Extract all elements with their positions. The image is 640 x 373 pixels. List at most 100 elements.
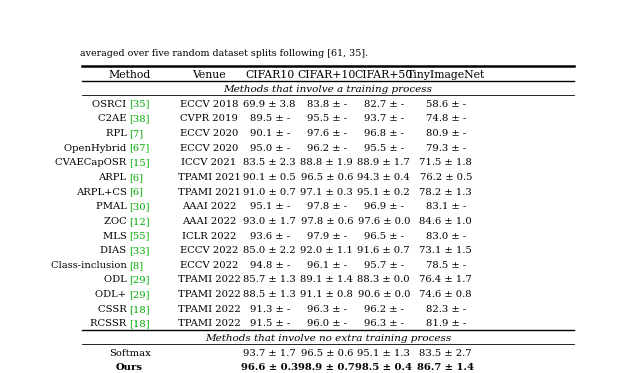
Text: TPAMI 2021: TPAMI 2021 (177, 173, 241, 182)
Text: Class-inclusion: Class-inclusion (51, 261, 129, 270)
Text: 83.5 ± 2.3: 83.5 ± 2.3 (243, 158, 296, 167)
Text: [12]: [12] (129, 217, 150, 226)
Text: 85.7 ± 1.3: 85.7 ± 1.3 (243, 276, 296, 285)
Text: CIFAR10: CIFAR10 (245, 70, 294, 80)
Text: 96.8 ± -: 96.8 ± - (364, 129, 404, 138)
Text: CVPR 2019: CVPR 2019 (180, 115, 238, 123)
Text: [6]: [6] (129, 188, 143, 197)
Text: Venue: Venue (192, 70, 226, 80)
Text: averaged over five random dataset splits following [61, 35].: averaged over five random dataset splits… (80, 49, 368, 58)
Text: 74.6 ± 0.8: 74.6 ± 0.8 (419, 290, 472, 299)
Text: 96.1 ± -: 96.1 ± - (307, 261, 347, 270)
Text: [38]: [38] (129, 115, 150, 123)
Text: 94.3 ± 0.4: 94.3 ± 0.4 (357, 173, 410, 182)
Text: 76.2 ± 0.5: 76.2 ± 0.5 (420, 173, 472, 182)
Text: ARPL+CS: ARPL+CS (76, 188, 129, 197)
Text: Ours: Ours (116, 363, 143, 372)
Text: CIFAR+50: CIFAR+50 (355, 70, 413, 80)
Text: ECCV 2020: ECCV 2020 (180, 144, 238, 153)
Text: CVAECapOSR: CVAECapOSR (55, 158, 129, 167)
Text: 74.8 ± -: 74.8 ± - (426, 115, 466, 123)
Text: 73.1 ± 1.5: 73.1 ± 1.5 (419, 246, 472, 255)
Text: 96.9 ± -: 96.9 ± - (364, 202, 404, 211)
Text: 88.9 ± 1.7: 88.9 ± 1.7 (357, 158, 410, 167)
Text: 95.1 ± -: 95.1 ± - (250, 202, 290, 211)
Text: 89.1 ± 1.4: 89.1 ± 1.4 (300, 276, 353, 285)
Text: 91.0 ± 0.7: 91.0 ± 0.7 (243, 188, 296, 197)
Text: ODL+: ODL+ (95, 290, 129, 299)
Text: RCSSR: RCSSR (90, 319, 129, 329)
Text: [8]: [8] (129, 261, 144, 270)
Text: 91.5 ± -: 91.5 ± - (250, 319, 290, 329)
Text: [29]: [29] (129, 290, 150, 299)
Text: TinyImageNet: TinyImageNet (406, 70, 485, 80)
Text: OpenHybrid: OpenHybrid (64, 144, 129, 153)
Text: 94.8 ± -: 94.8 ± - (250, 261, 290, 270)
Text: [29]: [29] (129, 276, 150, 285)
Text: 93.0 ± 1.7: 93.0 ± 1.7 (243, 217, 296, 226)
Text: 96.6 ± 0.3: 96.6 ± 0.3 (241, 363, 298, 372)
Text: 96.5 ± 0.6: 96.5 ± 0.6 (301, 349, 353, 358)
Text: ARPL: ARPL (99, 173, 129, 182)
Text: ECCV 2022: ECCV 2022 (180, 246, 238, 255)
Text: 92.0 ± 1.1: 92.0 ± 1.1 (300, 246, 353, 255)
Text: AAAI 2022: AAAI 2022 (182, 217, 236, 226)
Text: 97.6 ± -: 97.6 ± - (307, 129, 347, 138)
Text: 91.3 ± -: 91.3 ± - (250, 305, 290, 314)
Text: 82.3 ± -: 82.3 ± - (426, 305, 466, 314)
Text: 71.5 ± 1.8: 71.5 ± 1.8 (419, 158, 472, 167)
Text: 96.5 ± 0.6: 96.5 ± 0.6 (301, 173, 353, 182)
Text: Method: Method (108, 70, 151, 80)
Text: 69.9 ± 3.8: 69.9 ± 3.8 (243, 100, 296, 109)
Text: TPAMI 2022: TPAMI 2022 (177, 319, 241, 329)
Text: 95.5 ± -: 95.5 ± - (307, 115, 347, 123)
Text: 95.0 ± -: 95.0 ± - (250, 144, 290, 153)
Text: 88.5 ± 1.3: 88.5 ± 1.3 (243, 290, 296, 299)
Text: [6]: [6] (129, 173, 143, 182)
Text: [67]: [67] (129, 144, 150, 153)
Text: AAAI 2022: AAAI 2022 (182, 202, 236, 211)
Text: 82.7 ± -: 82.7 ± - (364, 100, 404, 109)
Text: 97.9 ± -: 97.9 ± - (307, 232, 347, 241)
Text: Softmax: Softmax (109, 349, 150, 358)
Text: 97.1 ± 0.3: 97.1 ± 0.3 (300, 188, 353, 197)
Text: 98.5 ± 0.4: 98.5 ± 0.4 (355, 363, 412, 372)
Text: ZOC: ZOC (104, 217, 129, 226)
Text: 58.6 ± -: 58.6 ± - (426, 100, 466, 109)
Text: C2AE: C2AE (98, 115, 129, 123)
Text: 88.3 ± 0.0: 88.3 ± 0.0 (358, 276, 410, 285)
Text: ECCV 2020: ECCV 2020 (180, 129, 238, 138)
Text: 95.5 ± -: 95.5 ± - (364, 144, 404, 153)
Text: RPL: RPL (106, 129, 129, 138)
Text: [7]: [7] (129, 129, 144, 138)
Text: 76.4 ± 1.7: 76.4 ± 1.7 (419, 276, 472, 285)
Text: ECCV 2022: ECCV 2022 (180, 261, 238, 270)
Text: DIAS: DIAS (100, 246, 129, 255)
Text: 91.1 ± 0.8: 91.1 ± 0.8 (300, 290, 353, 299)
Text: 83.5 ± 2.7: 83.5 ± 2.7 (419, 349, 472, 358)
Text: 90.1 ± 0.5: 90.1 ± 0.5 (243, 173, 296, 182)
Text: 88.8 ± 1.9: 88.8 ± 1.9 (300, 158, 353, 167)
Text: 83.8 ± -: 83.8 ± - (307, 100, 347, 109)
Text: 93.7 ± 1.7: 93.7 ± 1.7 (243, 349, 296, 358)
Text: 96.2 ± -: 96.2 ± - (307, 144, 347, 153)
Text: 96.0 ± -: 96.0 ± - (307, 319, 347, 329)
Text: TPAMI 2022: TPAMI 2022 (177, 305, 241, 314)
Text: 83.1 ± -: 83.1 ± - (426, 202, 466, 211)
Text: 96.3 ± -: 96.3 ± - (307, 305, 347, 314)
Text: 91.6 ± 0.7: 91.6 ± 0.7 (358, 246, 410, 255)
Text: 97.8 ± -: 97.8 ± - (307, 202, 347, 211)
Text: 86.7 ± 1.4: 86.7 ± 1.4 (417, 363, 474, 372)
Text: 84.6 ± 1.0: 84.6 ± 1.0 (419, 217, 472, 226)
Text: 95.7 ± -: 95.7 ± - (364, 261, 404, 270)
Text: [18]: [18] (129, 319, 150, 329)
Text: PMAL: PMAL (95, 202, 129, 211)
Text: MLS: MLS (103, 232, 129, 241)
Text: 93.6 ± -: 93.6 ± - (250, 232, 290, 241)
Text: 97.8 ± 0.6: 97.8 ± 0.6 (301, 217, 353, 226)
Text: OSRCI: OSRCI (92, 100, 129, 109)
Text: 78.5 ± -: 78.5 ± - (426, 261, 466, 270)
Text: CSSR: CSSR (98, 305, 129, 314)
Text: 96.2 ± -: 96.2 ± - (364, 305, 404, 314)
Text: ICLR 2022: ICLR 2022 (182, 232, 236, 241)
